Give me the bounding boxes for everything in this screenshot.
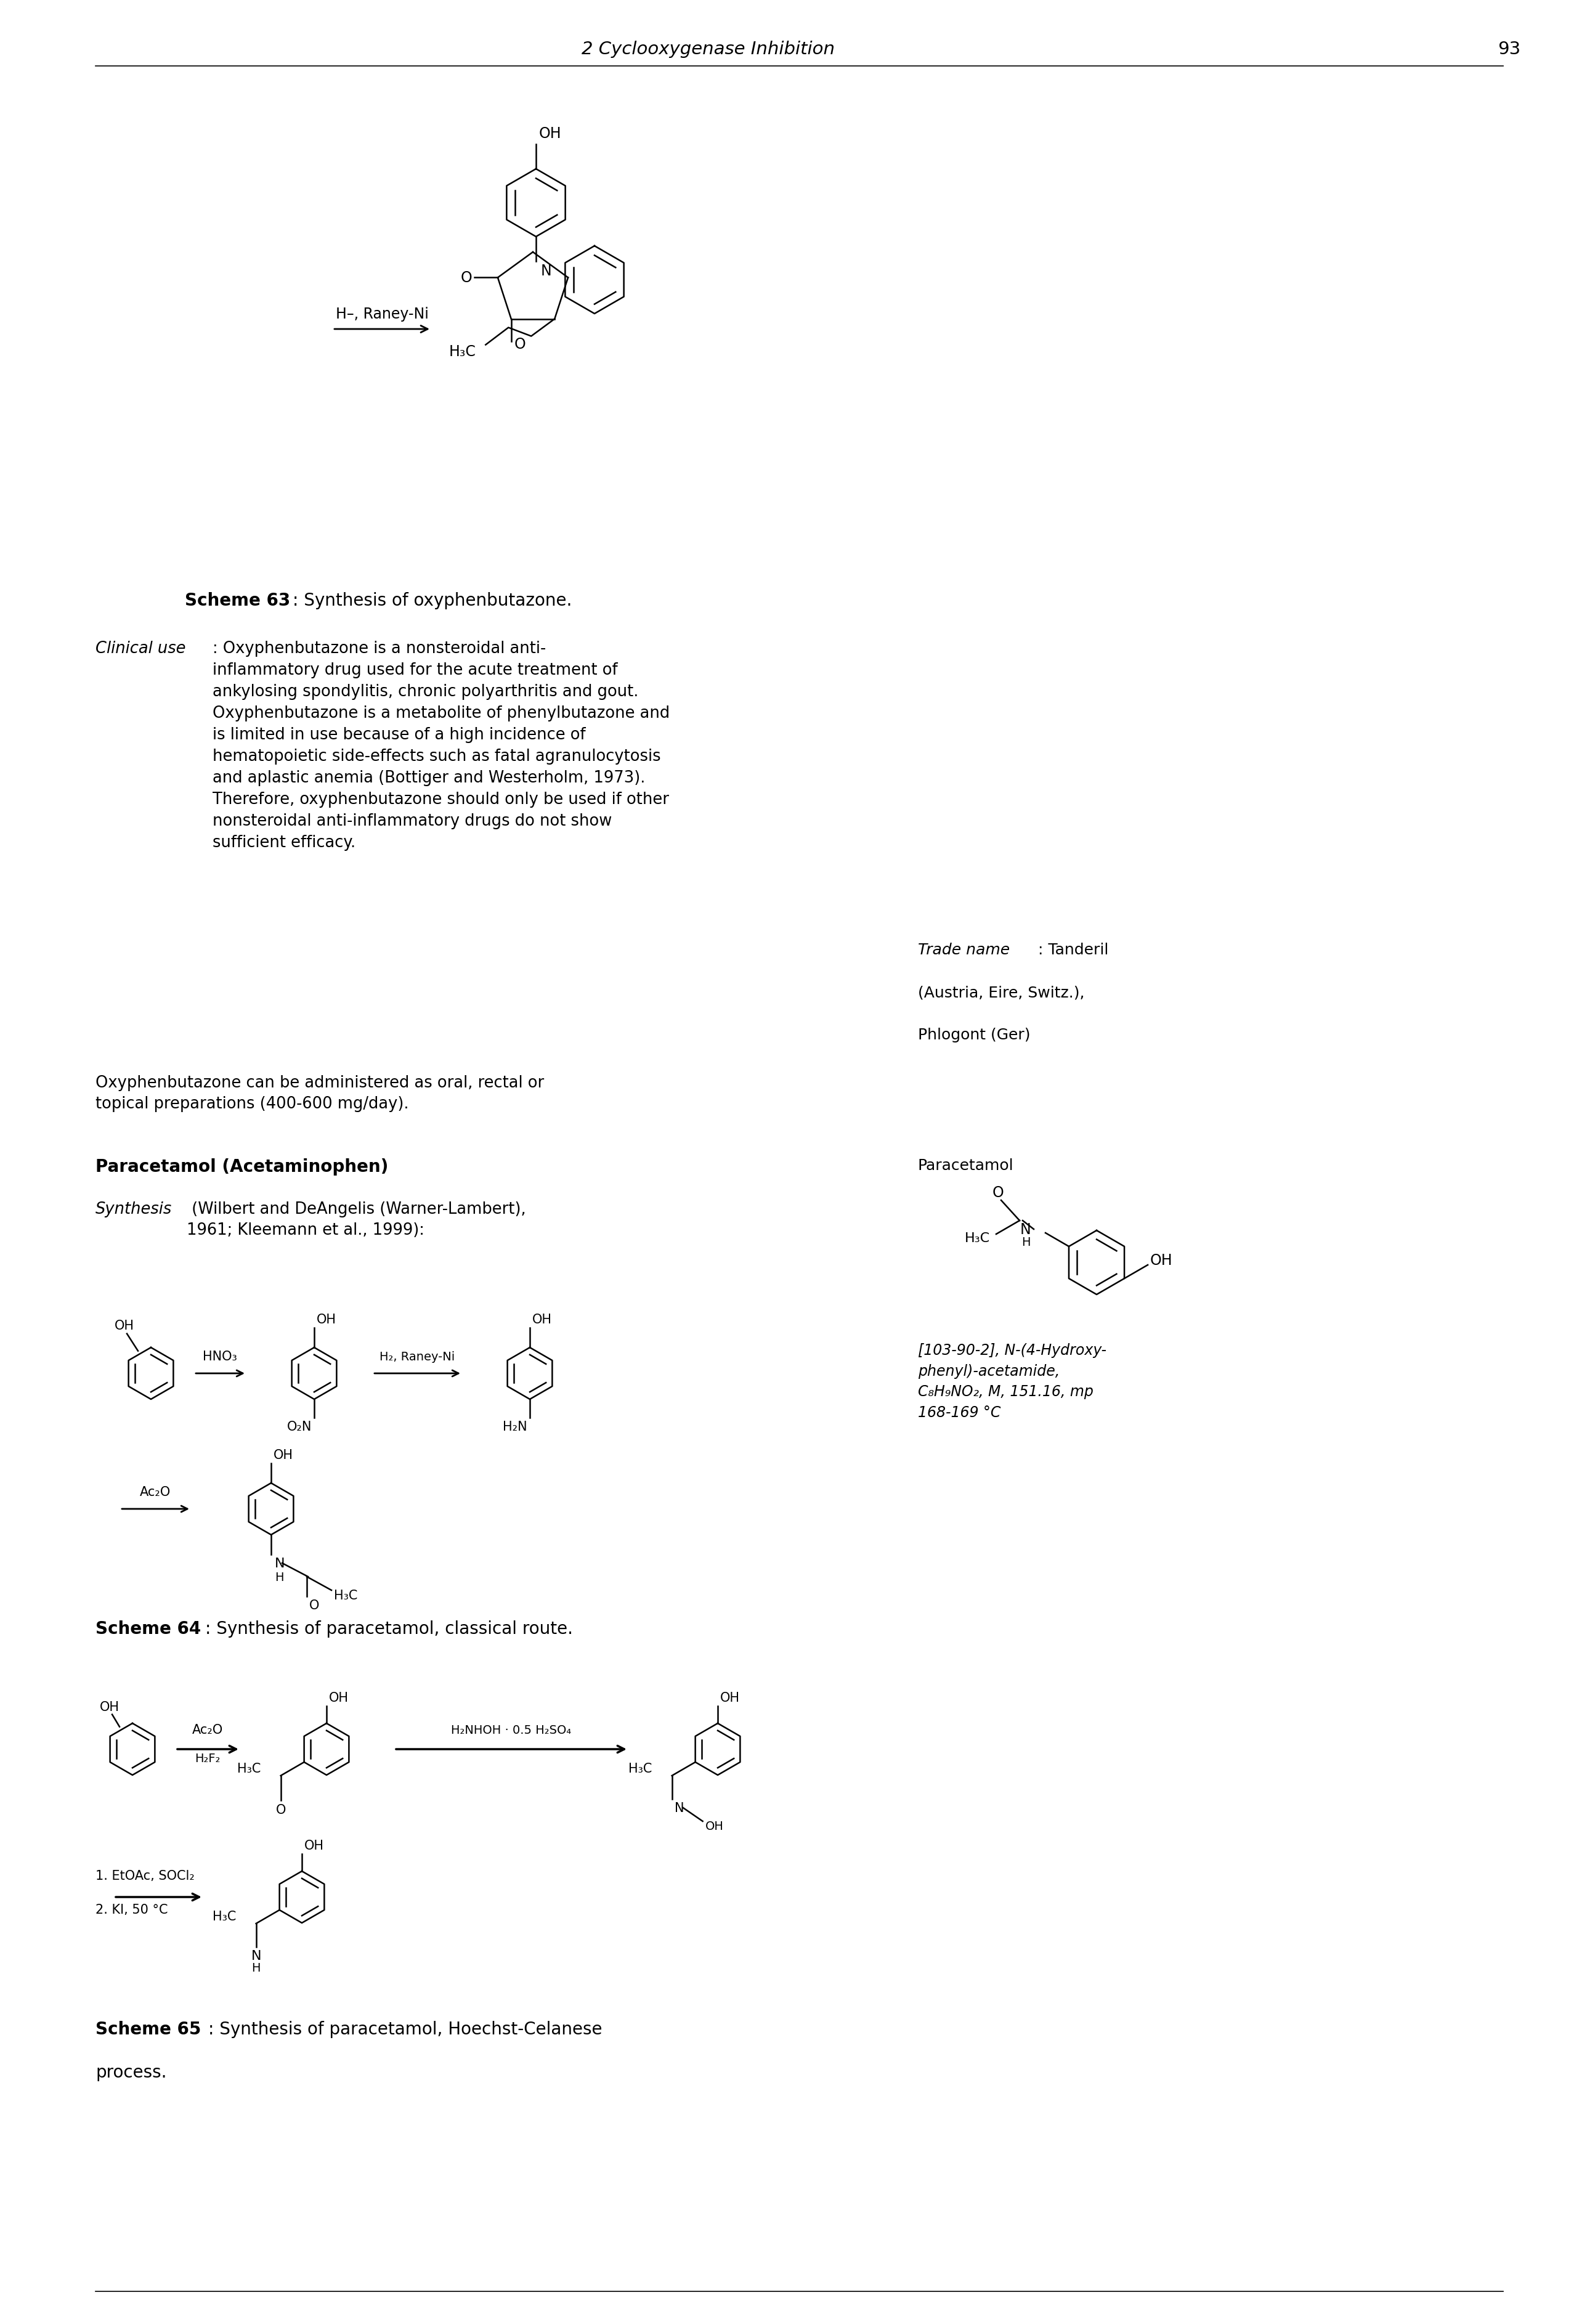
Text: [103-90-2], N-(4-Hydroxy-
phenyl)-acetamide,
C₈H₉NO₂, M, 151.16, mp
168-169 °C: [103-90-2], N-(4-Hydroxy- phenyl)-acetam… (919, 1343, 1107, 1420)
Text: (Austria, Eire, Switz.),: (Austria, Eire, Switz.), (919, 985, 1085, 999)
Text: O: O (309, 1599, 319, 1611)
Text: 2 Cyclooxygenase Inhibition: 2 Cyclooxygenase Inhibition (582, 40, 836, 58)
Text: : Synthesis of paracetamol, classical route.: : Synthesis of paracetamol, classical ro… (206, 1620, 573, 1636)
Text: OH: OH (705, 1820, 724, 1831)
Text: HNO₃: HNO₃ (203, 1350, 238, 1362)
Text: H₂, Raney-Ni: H₂, Raney-Ni (380, 1350, 455, 1362)
Text: OH: OH (317, 1313, 337, 1325)
Text: OH: OH (1150, 1253, 1172, 1267)
Text: 2. KI, 50 °C: 2. KI, 50 °C (96, 1903, 167, 1915)
Text: Phlogont (Ger): Phlogont (Ger) (919, 1027, 1030, 1041)
Text: OH: OH (533, 1313, 552, 1325)
Text: 1. EtOAc, SOCl₂: 1. EtOAc, SOCl₂ (96, 1868, 195, 1882)
Text: N: N (541, 263, 552, 279)
Text: H₃C: H₃C (448, 344, 475, 358)
Text: O: O (514, 337, 526, 351)
Text: OH: OH (305, 1838, 324, 1852)
Text: H₃C: H₃C (965, 1232, 990, 1243)
Text: Scheme 64: Scheme 64 (96, 1620, 201, 1636)
Text: OH: OH (329, 1692, 349, 1703)
Text: O: O (276, 1803, 286, 1815)
Text: N: N (1019, 1222, 1030, 1236)
Text: OH: OH (273, 1448, 293, 1462)
Text: OH: OH (115, 1320, 134, 1332)
Text: Trade name: Trade name (919, 944, 1010, 957)
Text: N: N (675, 1801, 684, 1815)
Text: O₂N: O₂N (287, 1420, 311, 1432)
Text: Clinical use: Clinical use (96, 641, 185, 658)
Text: H₃C: H₃C (628, 1762, 652, 1776)
Text: H₃C: H₃C (333, 1590, 357, 1601)
Text: H₂NHOH · 0.5 H₂SO₄: H₂NHOH · 0.5 H₂SO₄ (451, 1724, 571, 1736)
Text: O: O (992, 1185, 1003, 1199)
Text: : Synthesis of paracetamol, Hoechst-Celanese: : Synthesis of paracetamol, Hoechst-Cela… (209, 2020, 603, 2038)
Text: Oxyphenbutazone can be administered as oral, rectal or
topical preparations (400: Oxyphenbutazone can be administered as o… (96, 1074, 544, 1111)
Text: H: H (1022, 1236, 1030, 1248)
Text: OH: OH (100, 1701, 120, 1713)
Text: Ac₂O: Ac₂O (191, 1724, 223, 1736)
Text: H₂N: H₂N (502, 1420, 528, 1432)
Text: Paracetamol: Paracetamol (919, 1157, 1014, 1174)
Text: Paracetamol (Acetaminophen): Paracetamol (Acetaminophen) (96, 1157, 388, 1176)
Text: OH: OH (539, 125, 561, 142)
Text: H: H (252, 1961, 260, 1973)
Text: OH: OH (721, 1692, 740, 1703)
Text: (Wilbert and DeAngelis (Warner-Lambert),
1961; Kleemann et al., 1999):: (Wilbert and DeAngelis (Warner-Lambert),… (187, 1202, 526, 1239)
Text: H₃C: H₃C (238, 1762, 262, 1776)
Text: H₃C: H₃C (212, 1910, 236, 1922)
Text: Ac₂O: Ac₂O (140, 1485, 171, 1499)
Text: Synthesis: Synthesis (96, 1202, 172, 1218)
Text: : Oxyphenbutazone is a nonsteroidal anti-
inflammatory drug used for the acute t: : Oxyphenbutazone is a nonsteroidal anti… (212, 641, 670, 851)
Text: Scheme 65: Scheme 65 (96, 2020, 201, 2038)
Text: O: O (461, 270, 472, 286)
Text: H–, Raney-Ni: H–, Raney-Ni (337, 307, 429, 321)
Text: N: N (274, 1557, 286, 1569)
Text: H: H (274, 1571, 284, 1583)
Text: 93: 93 (1498, 40, 1520, 58)
Text: H₂F₂: H₂F₂ (195, 1752, 220, 1764)
Text: : Tanderil: : Tanderil (1038, 944, 1109, 957)
Text: : Synthesis of oxyphenbutazone.: : Synthesis of oxyphenbutazone. (292, 593, 573, 609)
Text: Scheme 63: Scheme 63 (185, 593, 290, 609)
Text: process.: process. (96, 2064, 166, 2080)
Text: N: N (250, 1950, 262, 1961)
